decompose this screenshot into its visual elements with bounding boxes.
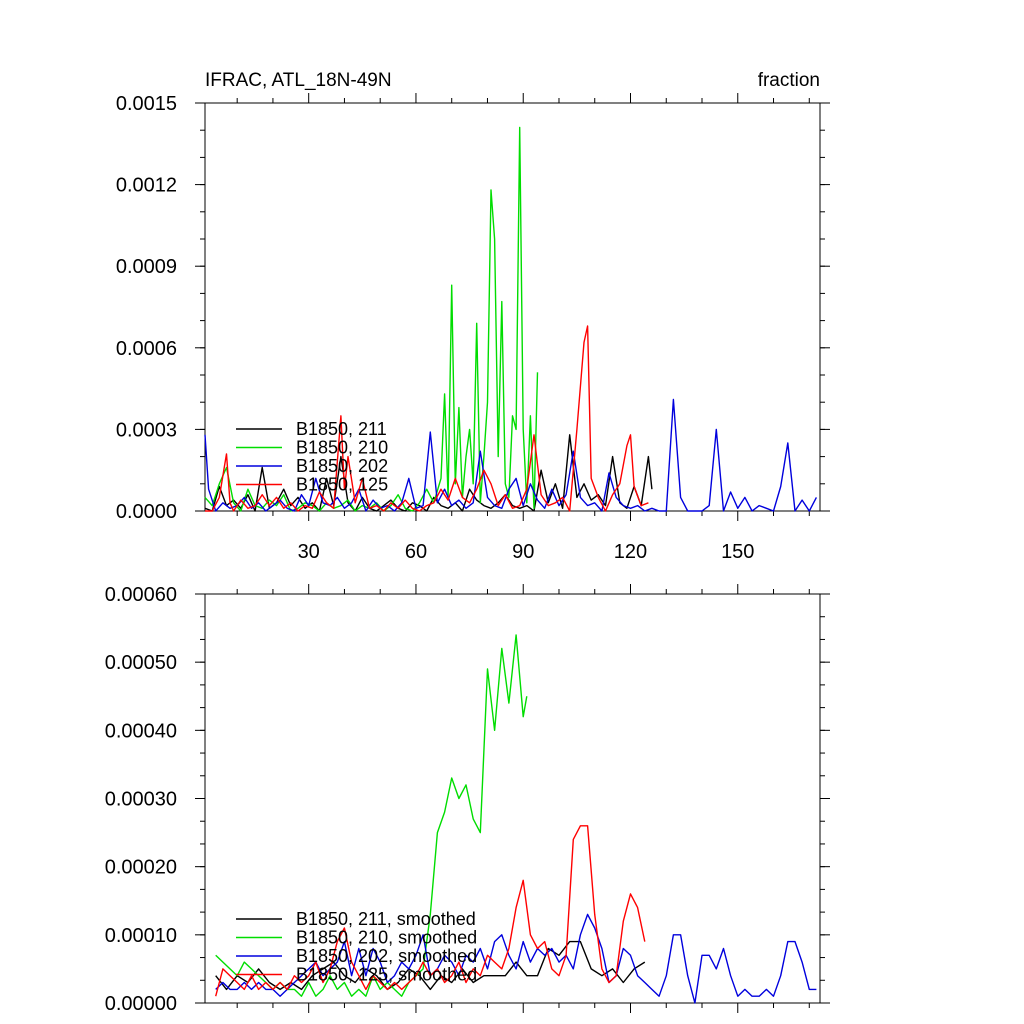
top-x-tick-label: 150 [721, 541, 754, 563]
bottom-chart: 0.00000 0.00010 0.00020 0.00030 0.00040 0.000… [105, 584, 830, 1015]
bottom-legend-label: B1850, 210, smoothed [296, 928, 477, 948]
bottom-y-tick-label: 0.00010 [105, 925, 177, 947]
bottom-legend-label: B1850, 125, smoothed [296, 965, 477, 985]
top-x-tick-label: 90 [512, 541, 534, 563]
top-legend-label: B1850, 202 [296, 456, 388, 476]
top-series-line-b1850-125 [205, 325, 649, 512]
top-chart: IFRAC, ATL_18N-49N fraction 0.0000 0.0003… [116, 70, 830, 563]
bottom-legend-label: B1850, 202, smoothed [296, 946, 477, 966]
top-y-tick-label: 0.0012 [116, 175, 177, 197]
top-chart-title-right: fraction [758, 70, 820, 91]
bottom-y-tick-label: 0.00040 [105, 720, 177, 742]
bottom-y-tick-label: 0.00020 [105, 857, 177, 879]
bottom-legend-label: B1850, 211, smoothed [296, 909, 476, 929]
top-legend-label: B1850, 210 [296, 438, 388, 458]
top-y-tick-label: 0.0009 [116, 256, 177, 278]
top-y-tick-label: 0.0003 [116, 419, 177, 441]
top-y-tick-label: 0.0006 [116, 338, 177, 360]
top-plot-frame [204, 102, 821, 512]
bottom-y-tick-label: 0.00050 [105, 652, 177, 674]
bottom-series-line-b1850-211-smoothed [215, 940, 646, 991]
top-series-line-b1850-210 [204, 126, 539, 512]
top-x-tick-label: 120 [614, 541, 647, 563]
bottom-y-tick-label: 0.00000 [105, 993, 177, 1015]
top-chart-title-left: IFRAC, ATL_18N-49N [205, 70, 392, 91]
top-x-tick-label: 30 [298, 541, 320, 563]
top-series-line-b1850-202 [204, 398, 818, 512]
top-legend-label: B1850, 211 [296, 419, 387, 439]
top-y-tick-label: 0.0015 [116, 93, 177, 115]
bottom-series-line-b1850-125-smoothed [215, 825, 646, 997]
bottom-y-tick-label: 0.00030 [105, 789, 177, 811]
bottom-y-tick-label: 0.00060 [105, 584, 177, 606]
top-x-tick-label: 60 [405, 541, 427, 563]
top-legend-label: B1850, 125 [296, 475, 388, 495]
top-y-tick-label: 0.0000 [116, 501, 177, 523]
